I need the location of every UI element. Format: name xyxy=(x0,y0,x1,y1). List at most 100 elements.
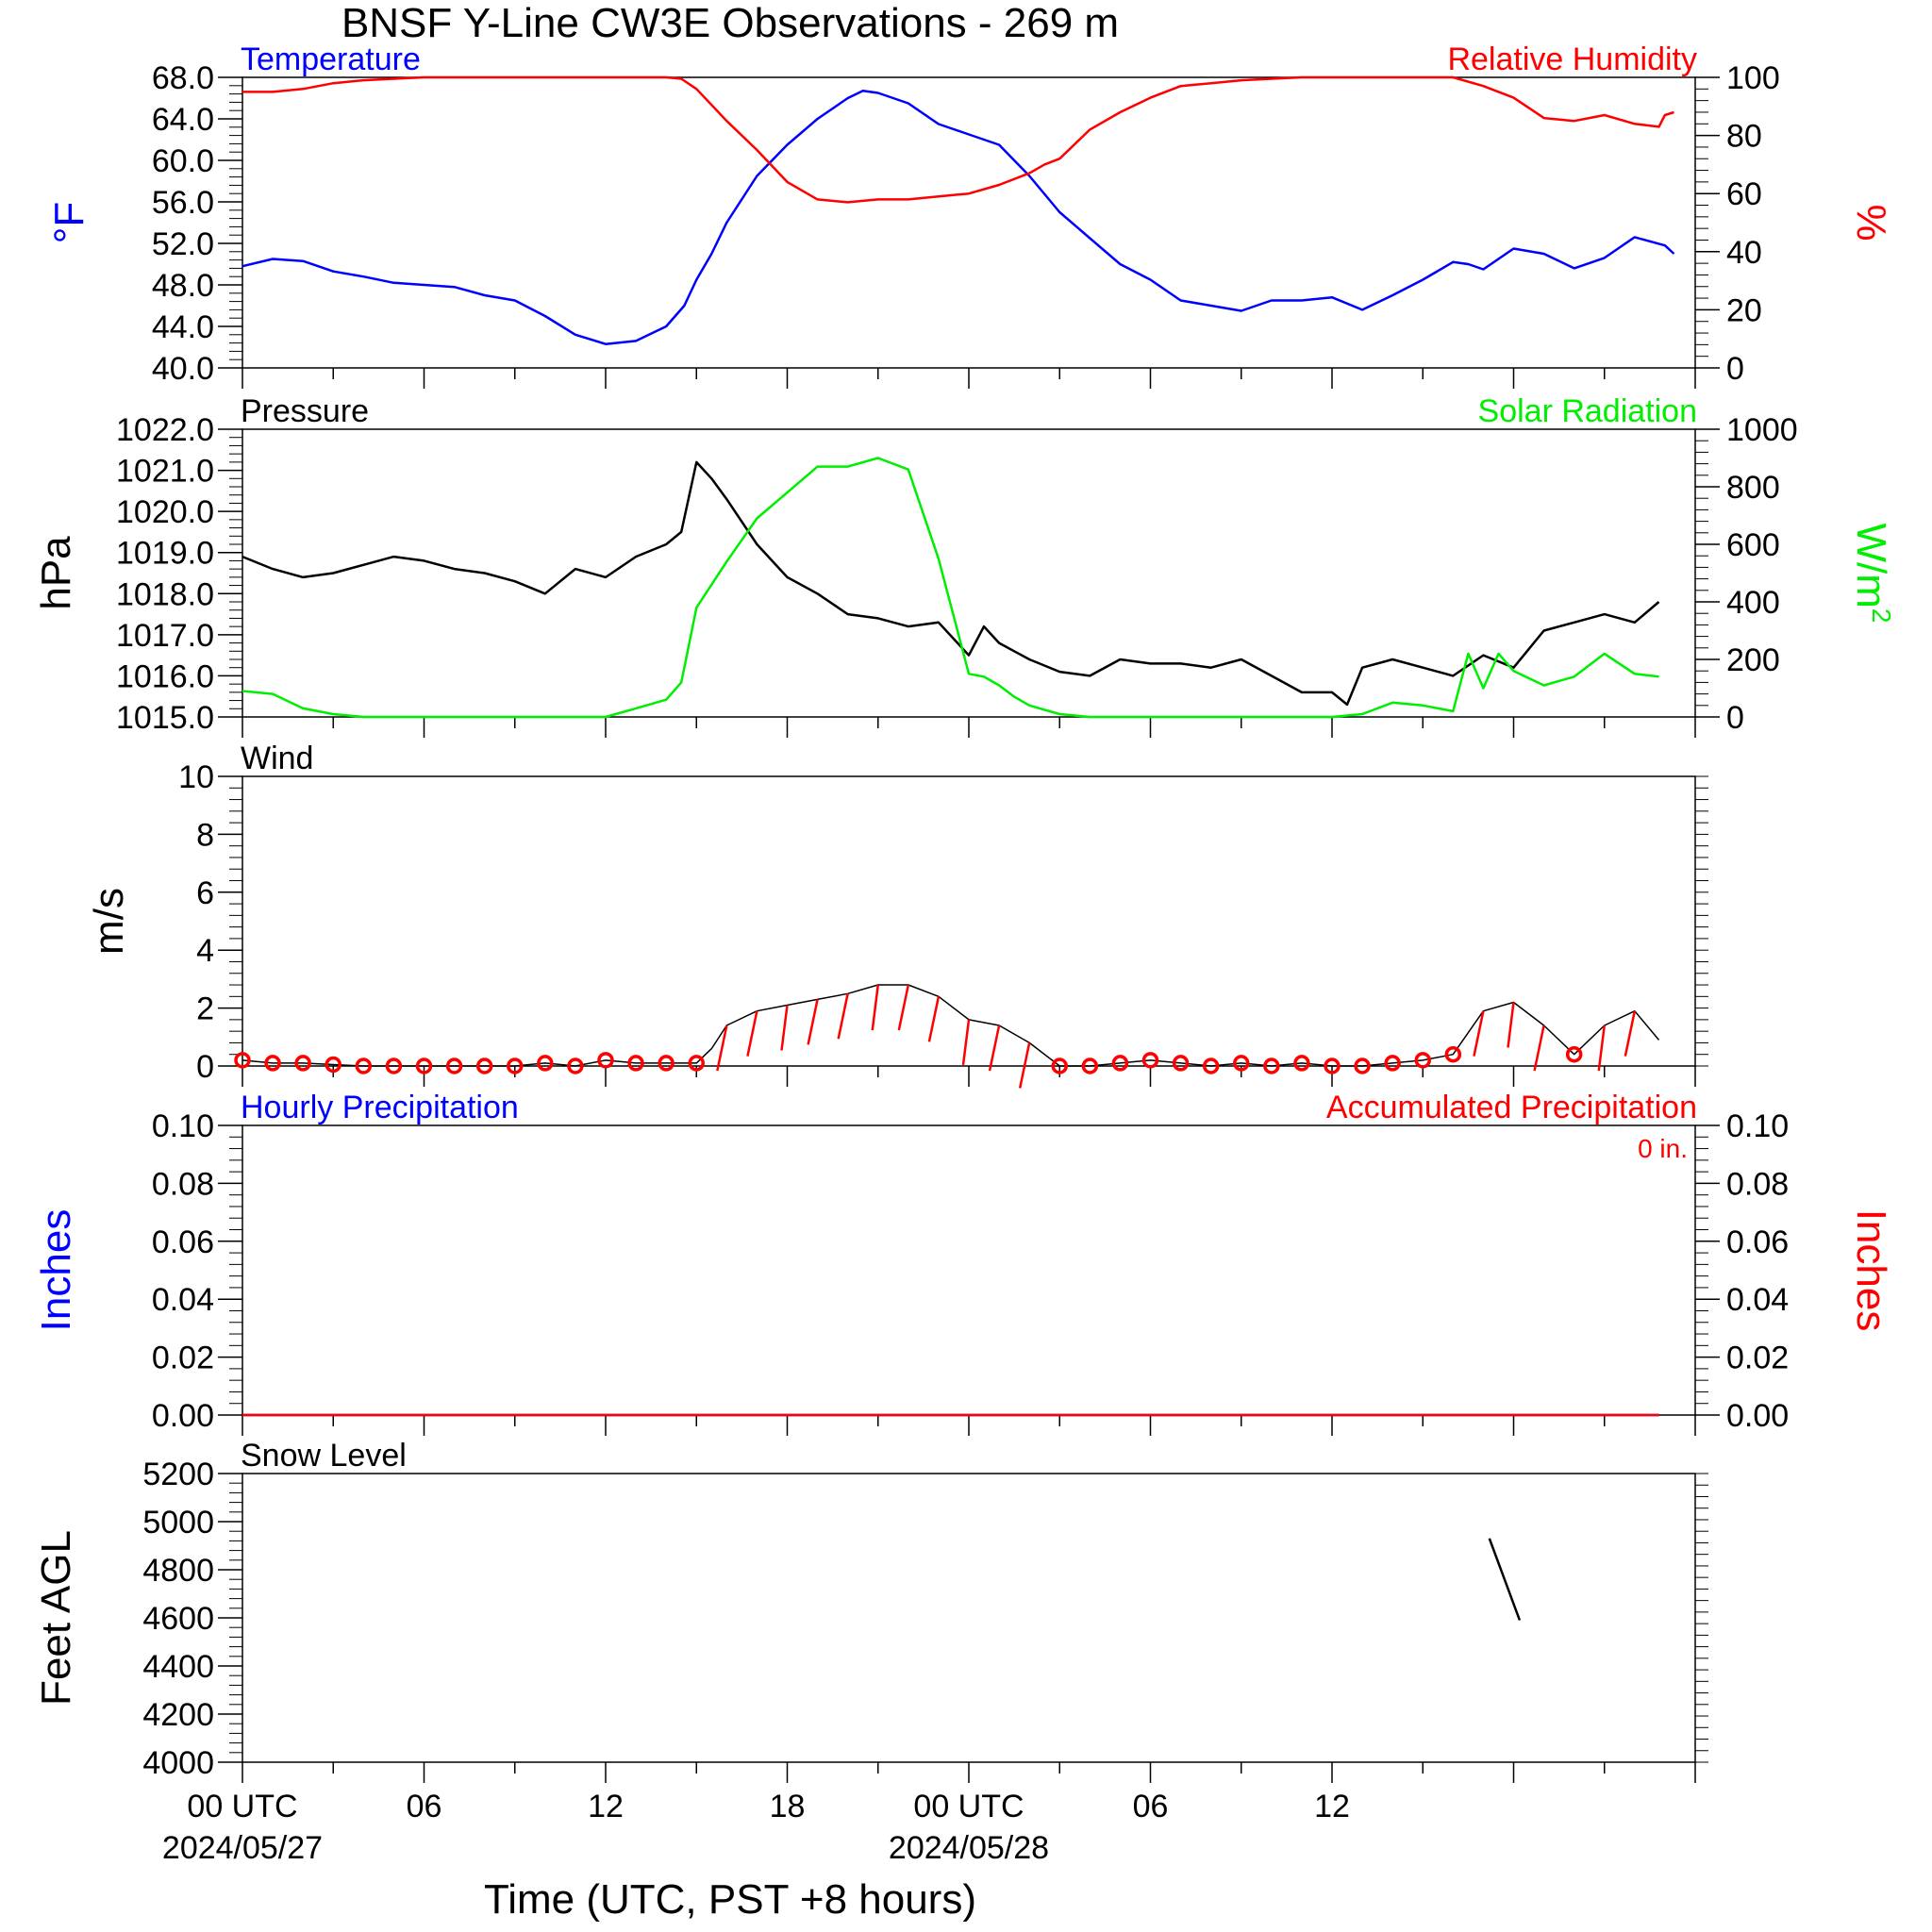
wind-barb xyxy=(746,1010,758,1057)
wind-calm-marker xyxy=(507,1058,524,1074)
wind-calm-marker xyxy=(688,1055,705,1072)
wind-calm-marker xyxy=(597,1052,614,1069)
temperature-rh-series-0 xyxy=(242,90,1675,345)
wind-calm-marker xyxy=(1081,1058,1099,1074)
wind-calm-marker xyxy=(1444,1045,1462,1063)
temperature-rh-ytick-label-left: 64.0 xyxy=(152,102,214,138)
temperature-rh-ytick-label-right: 0 xyxy=(1726,351,1744,387)
temperature-rh-ytick-label-left: 44.0 xyxy=(152,309,214,345)
temperature-rh-ytick-label-right: 20 xyxy=(1726,292,1762,328)
pressure-solar-title-left: Pressure xyxy=(241,393,369,429)
temperature-rh-title-right: Relative Humidity xyxy=(1447,42,1697,77)
snow-level-frame xyxy=(242,1473,1696,1763)
wind-calm-marker xyxy=(385,1058,403,1074)
pressure-solar-ytick-label-right: 800 xyxy=(1726,470,1780,506)
precipitation-ytick-label-left: 0.00 xyxy=(152,1398,214,1434)
wind-calm-marker xyxy=(1414,1052,1431,1069)
wind-calm-marker xyxy=(1354,1058,1371,1074)
pressure-solar-ytick-label-left: 1019.0 xyxy=(116,536,214,572)
wind-calm-marker xyxy=(1111,1055,1129,1072)
wind-calm-marker xyxy=(325,1056,341,1074)
wind-barb xyxy=(897,984,910,1031)
snow-level-ytick-label-left: 5000 xyxy=(142,1505,214,1541)
wind-barb xyxy=(1507,1002,1515,1048)
temperature-rh-ytick-label-left: 60.0 xyxy=(152,143,214,179)
wind-ytick-label-left: 8 xyxy=(196,817,214,853)
x-tick-label: 06 xyxy=(1133,1789,1169,1824)
wind-barb xyxy=(1473,1010,1485,1057)
wind-calm-marker xyxy=(567,1058,584,1074)
temperature-rh-ytick-label-left: 40.0 xyxy=(152,351,214,387)
precipitation-title-left: Hourly Precipitation xyxy=(241,1090,519,1125)
wind-ytick-label-left: 10 xyxy=(178,759,214,795)
precipitation-ytick-label-left: 0.08 xyxy=(152,1166,214,1202)
wind-calm-marker xyxy=(415,1058,433,1074)
x-tick-label: 06 xyxy=(407,1789,442,1824)
snow-level-ytick-label-left: 4400 xyxy=(142,1649,214,1685)
pressure-solar-ytick-label-right: 400 xyxy=(1726,585,1780,621)
x-tick-date: 2024/05/27 xyxy=(162,1830,323,1866)
precipitation-ytick-label-right: 0.10 xyxy=(1726,1108,1789,1144)
wind-calm-marker xyxy=(1051,1058,1068,1074)
snow-level-ytick-label-left: 4800 xyxy=(142,1553,214,1589)
pressure-solar-title-right: Solar Radiation xyxy=(1478,393,1697,429)
precipitation-ytick-label-right: 0.02 xyxy=(1726,1341,1789,1376)
wind-calm-marker xyxy=(1172,1055,1190,1072)
x-tick-label: 12 xyxy=(588,1789,624,1824)
temperature-rh-ylabel-left: °F xyxy=(46,202,92,243)
chart-title: BNSF Y-Line CW3E Observations - 269 m xyxy=(341,0,1119,46)
pressure-solar-ytick-label-left: 1018.0 xyxy=(116,576,214,612)
temperature-rh-title-left: Temperature xyxy=(241,42,421,77)
pressure-solar-ytick-label-right: 0 xyxy=(1726,700,1744,736)
x-tick-label: 00 UTC xyxy=(913,1789,1024,1824)
pressure-solar-ytick-label-right: 200 xyxy=(1726,642,1780,678)
wind-calm-marker xyxy=(1384,1055,1401,1072)
wind-barb xyxy=(1624,1010,1637,1057)
precipitation-ytick-label-right: 0.00 xyxy=(1726,1398,1789,1434)
pressure-solar-ylabel-left: hPa xyxy=(33,536,79,610)
temperature-rh-panel: 40.0 44.0 48.0 52.0 56.0 60.0 64.0 68.0 0 20 40 60 8… xyxy=(46,42,1894,389)
wind-calm-marker xyxy=(627,1055,644,1072)
precipitation-ytick-label-left: 0.06 xyxy=(152,1224,214,1260)
wind-calm-marker xyxy=(445,1058,463,1074)
snow-level-title-left: Snow Level xyxy=(241,1438,407,1474)
precipitation-title-right: Accumulated Precipitation xyxy=(1326,1090,1697,1125)
snow-level-ytick-label-left: 4000 xyxy=(142,1745,214,1781)
wind-calm-marker xyxy=(1293,1055,1310,1072)
precipitation-ylabel-left: Inches xyxy=(33,1209,79,1332)
wind-barb xyxy=(780,1005,789,1051)
wind-calm-marker xyxy=(1565,1045,1583,1063)
pressure-solar-ytick-label-right: 600 xyxy=(1726,527,1780,563)
precipitation-ytick-label-left: 0.10 xyxy=(152,1108,214,1144)
precipitation-ytick-label-left: 0.04 xyxy=(152,1282,214,1318)
wind-barb xyxy=(807,999,819,1045)
pressure-solar-series-0 xyxy=(242,460,1660,707)
wind-calm-marker xyxy=(1202,1058,1220,1074)
temperature-rh-frame xyxy=(242,76,1696,369)
x-axis-title: Time (UTC, PST +8 hours) xyxy=(484,1876,976,1923)
x-tick-label: 18 xyxy=(770,1789,806,1824)
pressure-solar-series-1 xyxy=(242,457,1659,719)
temperature-rh-ytick-label-right: 40 xyxy=(1726,235,1762,271)
wind-calm-marker xyxy=(355,1058,373,1074)
temperature-rh-ytick-label-right: 80 xyxy=(1726,119,1762,155)
wind-ytick-label-left: 4 xyxy=(196,933,214,969)
wind-calm-marker xyxy=(1233,1055,1250,1072)
wind-calm-marker xyxy=(475,1058,493,1074)
x-tick-label: 00 UTC xyxy=(187,1789,297,1824)
snow-level-series-0 xyxy=(1488,1538,1522,1621)
snow-level-ylabel-left: Feet AGL xyxy=(33,1530,79,1706)
snow-level-ytick-label-left: 4600 xyxy=(142,1601,214,1637)
wind-ytick-label-left: 0 xyxy=(196,1049,214,1085)
precipitation-ylabel-right: Inches xyxy=(1848,1209,1894,1332)
pressure-solar-ylabel-right: W/m2 xyxy=(1848,524,1896,624)
temperature-rh-ytick-label-left: 68.0 xyxy=(152,60,214,96)
wind-calm-marker xyxy=(294,1055,311,1072)
x-tick-label: 12 xyxy=(1314,1789,1350,1824)
panels: 40.044.048.052.056.060.064.068.002040608… xyxy=(33,42,1896,1783)
precipitation-frame xyxy=(242,1124,1696,1416)
x-axis: 00 UTC 2024/05/27 06 12 18 00 UTC 2024/05/28 06… xyxy=(162,1789,1350,1866)
wind-barb xyxy=(1018,1042,1031,1089)
wind-calm-marker xyxy=(264,1055,281,1072)
